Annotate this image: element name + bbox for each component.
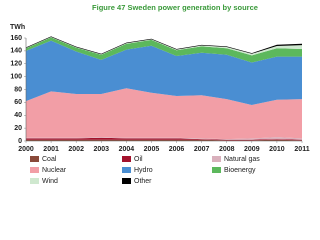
x-tick-label: 2000 (18, 146, 34, 153)
legend-label: Nuclear (42, 167, 67, 174)
x-tick-label: 2010 (269, 146, 285, 153)
legend-label: Oil (134, 156, 143, 163)
legend-label: Coal (42, 156, 57, 163)
legend-swatch (122, 156, 131, 162)
legend-label: Bioenergy (224, 167, 256, 174)
y-tick-label: 60 (14, 99, 22, 106)
legend-swatch (30, 156, 39, 162)
legend-label: Other (134, 178, 152, 185)
x-tick-label: 2004 (119, 146, 135, 153)
chart-title: Figure 47 Sweden power generation by sou… (92, 3, 258, 12)
x-tick-label: 2006 (169, 146, 185, 153)
x-tick-label: 2008 (219, 146, 235, 153)
y-tick-label: 20 (14, 125, 22, 132)
legend-swatch (30, 167, 39, 173)
chart: Figure 47 Sweden power generation by sou… (10, 3, 310, 185)
y-tick-label: 140 (10, 48, 22, 55)
legend-swatch (212, 167, 221, 173)
legend-swatch (122, 167, 131, 173)
x-tick-label: 2002 (68, 146, 84, 153)
area (26, 137, 302, 140)
area (26, 37, 302, 63)
legend-swatch (122, 178, 131, 184)
x-tick-label: 2001 (43, 146, 59, 153)
area (26, 139, 302, 141)
y-tick-label: 40 (14, 112, 22, 119)
legend-label: Wind (42, 178, 58, 185)
x-tick-label: 2011 (294, 146, 309, 153)
area (26, 40, 302, 105)
legend-swatch (30, 178, 39, 184)
x-tick-label: 2005 (144, 146, 160, 153)
area (26, 88, 302, 140)
legend-label: Natural gas (224, 156, 260, 163)
y-tick-label: 120 (10, 61, 22, 68)
y-tick-label: 160 (10, 35, 22, 42)
x-tick-label: 2007 (194, 146, 210, 153)
y-tick-label: 80 (14, 86, 22, 93)
y-axis-label: TWh (10, 24, 25, 31)
y-tick-label: 100 (10, 73, 22, 80)
y-tick-label: 0 (18, 138, 22, 145)
x-tick-label: 2003 (93, 146, 109, 153)
legend-swatch (212, 156, 221, 162)
x-tick-label: 2009 (244, 146, 260, 153)
legend-label: Hydro (134, 167, 153, 174)
